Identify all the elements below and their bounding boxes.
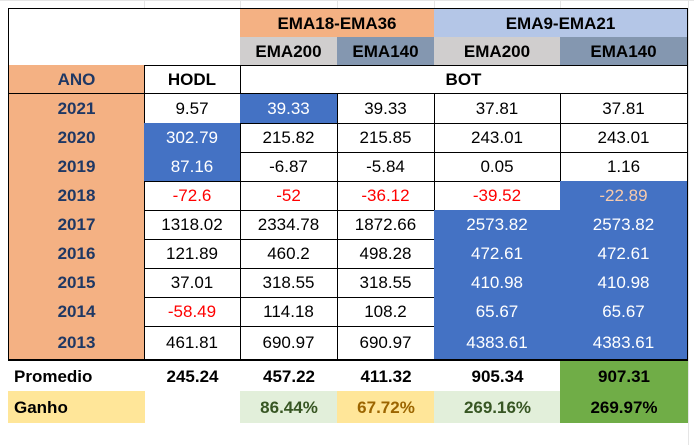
bot-cell[interactable]: 0.05: [434, 152, 561, 182]
hodl-cell[interactable]: 302.79: [144, 123, 241, 153]
bot-cell[interactable]: 690.97: [337, 326, 435, 360]
ganho-hodl-empty[interactable]: [144, 391, 241, 423]
subheader-ema200-2[interactable]: EMA200: [434, 37, 561, 66]
hodl-cell[interactable]: -72.6: [144, 181, 241, 211]
year-cell[interactable]: 2015: [8, 268, 145, 298]
bot-cell[interactable]: 472.61: [560, 239, 688, 269]
bot-cell[interactable]: 460.2: [240, 239, 338, 269]
year-cell[interactable]: 2016: [8, 239, 145, 269]
ganho-label[interactable]: Ganho: [8, 391, 145, 423]
hodl-cell[interactable]: 37.01: [144, 268, 241, 298]
promedio-c4[interactable]: 907.31: [560, 359, 688, 391]
bot-cell[interactable]: -5.84: [337, 152, 435, 182]
group-header-ema9-ema21[interactable]: EMA9-EMA21: [434, 8, 688, 38]
subheader-ema140-1[interactable]: EMA140: [337, 37, 435, 66]
bot-cell[interactable]: 243.01: [434, 123, 561, 153]
bot-cell[interactable]: 37.81: [434, 94, 561, 124]
subheader-ema140-2[interactable]: EMA140: [560, 37, 688, 66]
hodl-cell[interactable]: -58.49: [144, 297, 241, 327]
ganho-c1[interactable]: 86.44%: [240, 391, 338, 423]
bot-cell[interactable]: 2334.78: [240, 210, 338, 240]
bot-cell[interactable]: 65.67: [560, 297, 688, 327]
year-cell[interactable]: 2014: [8, 297, 145, 327]
hodl-cell[interactable]: 9.57: [144, 94, 241, 124]
bot-cell[interactable]: -39.52: [434, 181, 561, 211]
year-cell[interactable]: 2018: [8, 181, 145, 211]
bot-cell[interactable]: 1872.66: [337, 210, 435, 240]
hodl-cell[interactable]: 87.16: [144, 152, 241, 182]
bot-cell[interactable]: 114.18: [240, 297, 338, 327]
hodl-cell[interactable]: 121.89: [144, 239, 241, 269]
bot-cell[interactable]: 318.55: [240, 268, 338, 298]
bot-cell[interactable]: 39.33: [337, 94, 435, 124]
bot-cell[interactable]: 1.16: [560, 152, 688, 182]
bot-cell[interactable]: 2573.82: [434, 210, 561, 240]
bot-cell[interactable]: 498.28: [337, 239, 435, 269]
subheader-ema200-1[interactable]: EMA200: [240, 37, 338, 66]
corner-blank-cell[interactable]: [8, 8, 241, 66]
bot-cell[interactable]: 65.67: [434, 297, 561, 327]
column-header-ano[interactable]: ANO: [8, 65, 145, 94]
ganho-c4[interactable]: 269.97%: [560, 391, 688, 423]
bot-cell[interactable]: -6.87: [240, 152, 338, 182]
bot-cell[interactable]: 472.61: [434, 239, 561, 269]
bot-cell[interactable]: 318.55: [337, 268, 435, 298]
ganho-c2[interactable]: 67.72%: [337, 391, 435, 423]
year-cell[interactable]: 2021: [8, 94, 145, 124]
year-cell[interactable]: 2019: [8, 152, 145, 182]
column-header-bot[interactable]: BOT: [240, 65, 688, 94]
bot-cell[interactable]: 215.82: [240, 123, 338, 153]
bot-cell[interactable]: 2573.82: [560, 210, 688, 240]
hodl-cell[interactable]: 1318.02: [144, 210, 241, 240]
year-cell[interactable]: 2020: [8, 123, 145, 153]
ganho-c3[interactable]: 269.16%: [434, 391, 561, 423]
promedio-c1[interactable]: 457.22: [240, 359, 338, 391]
year-cell[interactable]: 2017: [8, 210, 145, 240]
bot-cell[interactable]: -52: [240, 181, 338, 211]
promedio-c2[interactable]: 411.32: [337, 359, 435, 391]
promedio-hodl[interactable]: 245.24: [144, 359, 241, 391]
promedio-c3[interactable]: 905.34: [434, 359, 561, 391]
hodl-cell[interactable]: 461.81: [144, 326, 241, 360]
bot-cell[interactable]: 37.81: [560, 94, 688, 124]
bot-cell[interactable]: 690.97: [240, 326, 338, 360]
bot-cell[interactable]: 410.98: [434, 268, 561, 298]
bot-cell[interactable]: 108.2: [337, 297, 435, 327]
bot-cell[interactable]: 243.01: [560, 123, 688, 153]
bot-cell[interactable]: 4383.61: [434, 326, 561, 360]
column-header-hodl[interactable]: HODL: [144, 65, 241, 94]
bot-cell[interactable]: 410.98: [560, 268, 688, 298]
promedio-label[interactable]: Promedio: [8, 359, 145, 391]
year-cell[interactable]: 2013: [8, 326, 145, 360]
bot-cell[interactable]: -36.12: [337, 181, 435, 211]
bot-cell[interactable]: 215.85: [337, 123, 435, 153]
bot-cell[interactable]: 4383.61: [560, 326, 688, 360]
group-header-ema18-ema36[interactable]: EMA18-EMA36: [240, 8, 435, 38]
bot-cell[interactable]: 39.33: [240, 94, 338, 124]
bot-cell[interactable]: -22.89: [560, 181, 688, 211]
